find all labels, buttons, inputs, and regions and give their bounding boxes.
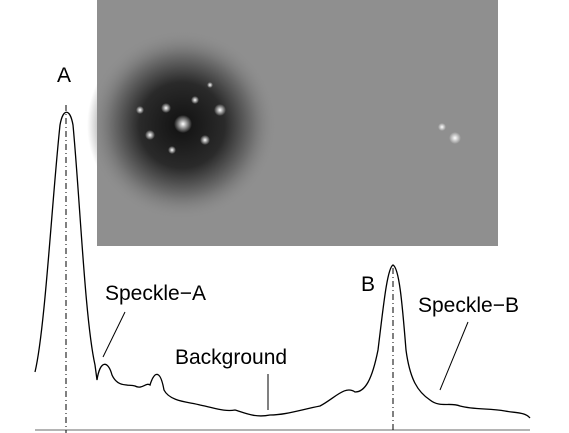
intensity-profile (34, 111, 531, 419)
label-speckle-a: Speckle−A (105, 282, 206, 305)
speckle-a-pointer (102, 311, 126, 358)
label-a: A (57, 64, 71, 87)
label-background: Background (175, 346, 287, 369)
label-speckle-b: Speckle−B (418, 294, 519, 317)
label-b: B (361, 273, 375, 296)
speckle-b-pointer (439, 321, 469, 391)
speckle-image (87, 0, 498, 246)
